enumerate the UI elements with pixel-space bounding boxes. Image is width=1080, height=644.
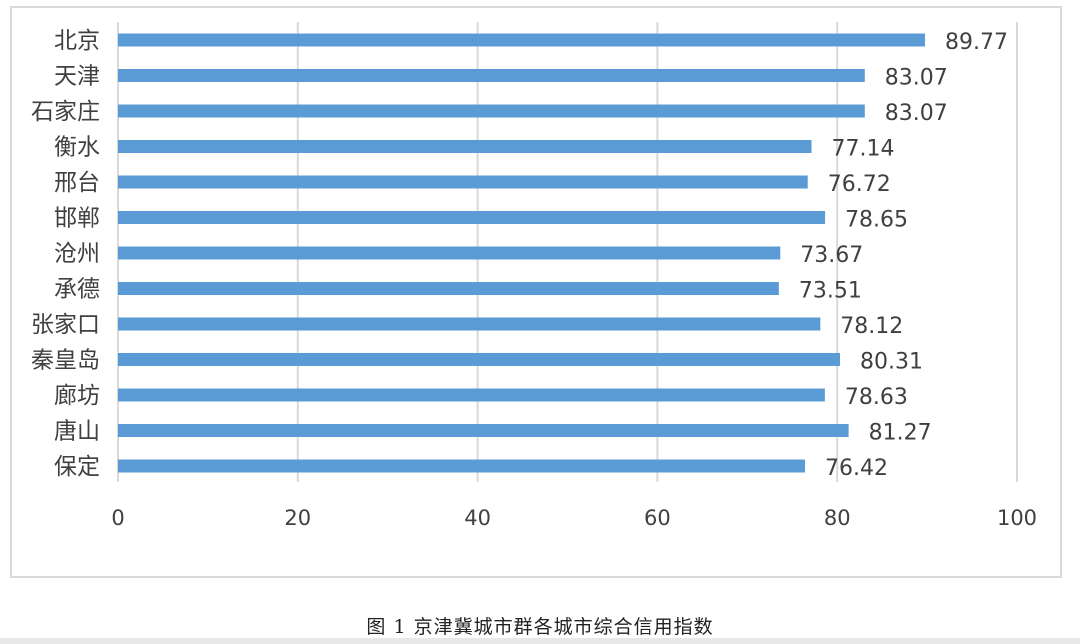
bar [118,353,840,366]
category-label: 石家庄 [31,99,100,125]
bar [118,246,781,260]
bar-layer [118,33,926,473]
x-tick-label: 100 [997,506,1037,530]
bar [118,282,779,295]
bar [118,211,826,224]
category-label: 廊坊 [54,383,100,409]
figure-caption: 图 1 京津冀城市群各城市综合信用指数 [366,616,714,638]
data-label: 77.14 [831,137,894,162]
bar [118,424,849,437]
bar [118,459,806,473]
data-label: 76.42 [825,456,888,481]
bar [118,69,865,82]
x-tick-label: 80 [824,506,851,530]
bar [118,317,821,331]
data-label: 80.31 [860,350,923,375]
data-label: 81.27 [869,421,932,446]
category-label: 北京 [54,28,100,54]
bar [118,33,926,47]
x-tick-label: 20 [284,506,311,530]
bar [118,388,825,402]
x-tick-label: 60 [644,506,671,530]
data-label: 78.65 [845,208,908,233]
bar [118,104,865,118]
x-tick-label: 0 [111,506,124,530]
category-label: 衡水 [54,135,100,161]
category-label: 沧州 [54,241,100,267]
category-label: 保定 [54,454,100,480]
category-label: 天津 [54,64,100,90]
data-label: 78.63 [845,385,908,410]
category-label: 承德 [54,277,100,303]
data-label: 78.12 [840,314,903,339]
category-label: 邢台 [54,170,100,196]
data-label: 89.77 [945,30,1008,55]
category-label: 邯郸 [54,206,100,232]
category-label: 唐山 [54,419,100,445]
category-label: 张家口 [31,312,100,338]
bar [118,175,808,189]
x-tick-label: 40 [464,506,491,530]
data-label: 83.07 [885,101,948,126]
bottom-strip [0,638,1080,644]
bar [118,140,812,153]
category-label: 秦皇岛 [31,348,100,374]
data-label: 73.51 [799,279,862,304]
data-label: 83.07 [885,66,948,91]
data-label: 73.67 [800,243,863,268]
grid-layer [117,22,1018,482]
label-layer: 0 20 40 60 80 100 北京 89.77 天津 83.07 石家庄 83.07 衡水 77.1… [31,28,1037,530]
data-label: 76.72 [828,172,891,197]
